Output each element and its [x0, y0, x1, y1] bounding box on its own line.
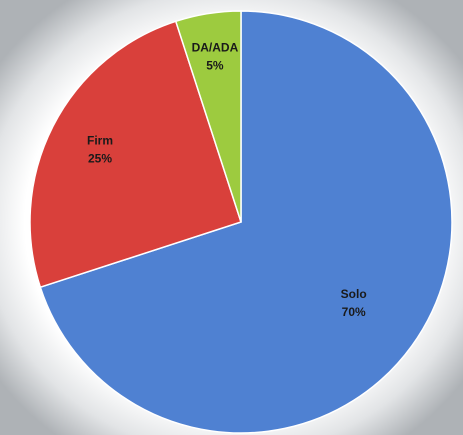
slice-label: Solo [341, 287, 367, 301]
slice-value-label: 70% [342, 305, 366, 319]
labels: Solo 70% Firm 25% DA/ADA 5% [87, 41, 367, 319]
slice-label: Firm [87, 133, 113, 147]
pie-slice [39, 10, 453, 434]
slice-value-label: 5% [206, 59, 224, 73]
pie [29, 10, 453, 434]
pie-slice [29, 20, 242, 289]
slice-value-label: 25% [88, 151, 112, 165]
slice-label: DA/ADA [192, 41, 239, 55]
pie-slice [174, 10, 242, 223]
